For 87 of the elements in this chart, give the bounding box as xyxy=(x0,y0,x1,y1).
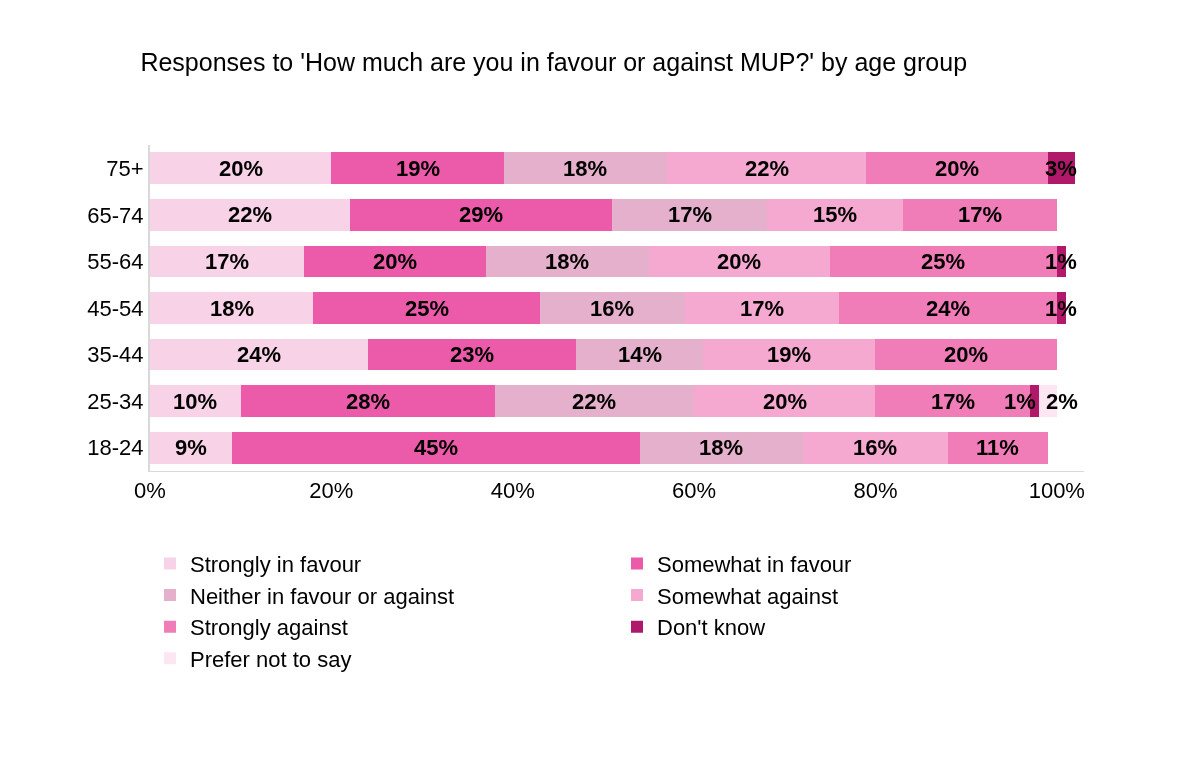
x-tick-label: 100% xyxy=(1028,478,1085,504)
bar xyxy=(367,338,577,371)
data-label: 25% xyxy=(405,296,450,321)
data-label: 1% xyxy=(1045,296,1077,321)
y-tick-label: 45-54 xyxy=(87,295,144,321)
bar xyxy=(539,292,686,324)
data-label: 20% xyxy=(944,342,989,367)
bar xyxy=(331,152,504,185)
y-tick-label: 55-64 xyxy=(87,249,144,275)
data-label: 17% xyxy=(931,389,976,414)
data-label: 16% xyxy=(853,435,898,460)
data-label: 22% xyxy=(572,389,617,414)
legend-label: Neither in favour or against xyxy=(190,583,455,609)
data-label: 14% xyxy=(618,342,663,367)
bar xyxy=(639,431,803,464)
data-label: 1% xyxy=(1045,249,1077,274)
bar xyxy=(150,338,368,371)
bar xyxy=(150,292,314,324)
legend-label: Strongly against xyxy=(190,615,348,641)
y-tick-label: 65-74 xyxy=(87,202,144,228)
x-tick-label: 60% xyxy=(672,478,717,504)
bar xyxy=(802,431,948,464)
bar xyxy=(494,385,695,417)
data-label: 10% xyxy=(173,389,218,414)
legend-label: Strongly in favour xyxy=(190,552,362,578)
data-label: 23% xyxy=(450,342,495,367)
x-tick-label: 20% xyxy=(309,478,354,504)
data-label: 22% xyxy=(745,156,790,181)
data-label: 19% xyxy=(767,342,812,367)
legend-label: Don't know xyxy=(657,615,766,641)
data-label: 20% xyxy=(763,389,808,414)
data-label: 2% xyxy=(1046,389,1078,414)
y-tick-label: 75+ xyxy=(106,155,144,181)
y-tick-label: 35-44 xyxy=(87,342,144,368)
y-tick-label: 18-24 xyxy=(87,435,144,461)
data-label: 20% xyxy=(717,249,762,274)
data-label: 16% xyxy=(590,296,635,321)
data-label: 29% xyxy=(459,202,504,227)
data-label: 15% xyxy=(813,202,858,227)
bar xyxy=(685,292,840,324)
data-label: 11% xyxy=(976,435,1019,460)
data-label: 18% xyxy=(210,296,255,321)
data-label: 24% xyxy=(926,296,971,321)
legend-label: Somewhat in favour xyxy=(657,552,852,578)
data-label: 45% xyxy=(414,435,459,460)
bar xyxy=(150,199,350,231)
data-label: 20% xyxy=(219,156,264,181)
data-label: 17% xyxy=(958,202,1003,227)
data-label: 1% xyxy=(1004,389,1036,414)
bar xyxy=(666,152,867,185)
bar xyxy=(150,245,305,278)
data-label: 22% xyxy=(228,202,273,227)
data-label: 18% xyxy=(699,435,744,460)
x-tick-label: 80% xyxy=(853,478,898,504)
data-label: 20% xyxy=(373,249,418,274)
legend-label: Prefer not to say xyxy=(190,646,352,672)
data-label: 28% xyxy=(346,389,391,414)
data-label: 17% xyxy=(740,296,785,321)
bar xyxy=(902,199,1057,231)
data-label: 19% xyxy=(396,156,441,181)
data-label: 25% xyxy=(921,249,966,274)
y-tick-label: 25-34 xyxy=(87,388,144,414)
x-tick-label: 0% xyxy=(134,478,166,504)
data-label: 18% xyxy=(545,249,590,274)
chart-title: Responses to 'How much are you in favour or against MUP?' by age group xyxy=(140,48,968,77)
data-label: 9% xyxy=(175,435,207,460)
bar xyxy=(703,338,876,371)
bar xyxy=(150,152,332,185)
data-label: 17% xyxy=(205,249,250,274)
bar xyxy=(231,431,640,464)
bar xyxy=(875,338,1057,371)
bar xyxy=(313,292,540,324)
bar xyxy=(766,199,903,231)
data-label: 18% xyxy=(563,156,608,181)
bar xyxy=(349,199,613,231)
bar xyxy=(240,385,495,417)
data-label: 24% xyxy=(237,342,282,367)
legend-label: Somewhat against xyxy=(657,583,838,609)
bar xyxy=(503,152,667,185)
data-label: 20% xyxy=(935,156,980,181)
bar xyxy=(694,385,876,417)
bar xyxy=(612,199,767,231)
bar xyxy=(648,245,831,278)
bar xyxy=(485,245,649,278)
x-tick-label: 40% xyxy=(490,478,535,504)
data-label: 17% xyxy=(668,202,713,227)
bar xyxy=(304,245,486,278)
